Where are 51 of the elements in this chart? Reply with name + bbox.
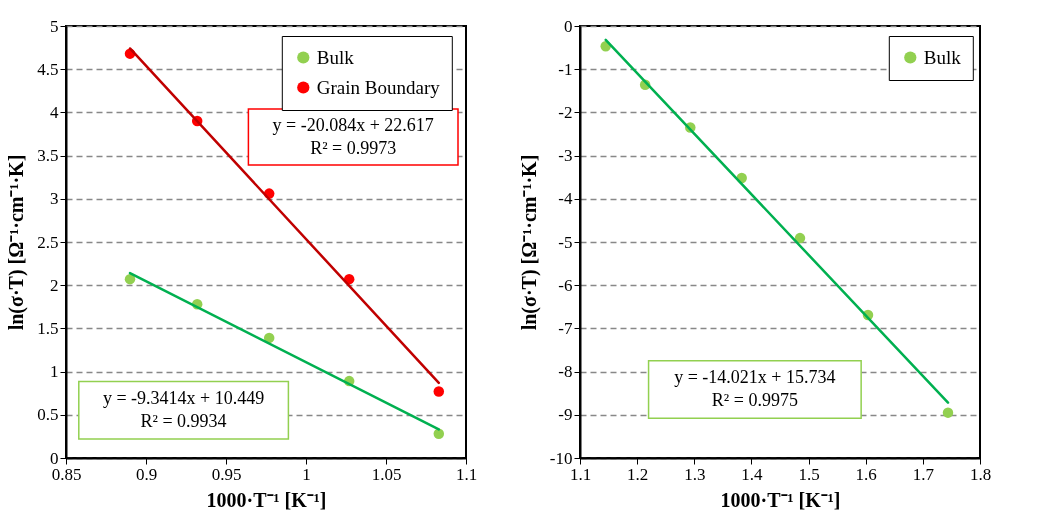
annotation: R² = 0.9934 — [140, 410, 227, 431]
x-axis-title: 1000·T⁻¹ [K⁻¹] — [720, 488, 841, 511]
y-tick-label: 0 — [564, 16, 573, 36]
point — [263, 332, 275, 344]
x-tick-label: 1.8 — [969, 464, 992, 484]
x-tick-label: 1.2 — [627, 464, 649, 484]
annotation: y = -14.021x + 15.734 — [674, 367, 836, 388]
annotation: R² = 0.9973 — [310, 137, 397, 158]
x-tick-label: 0.95 — [211, 464, 242, 484]
y-tick-label: -3 — [558, 146, 573, 166]
point — [794, 232, 806, 244]
x-tick-label: 1.05 — [371, 464, 402, 484]
y-tick-label: 4 — [50, 102, 59, 122]
y-tick-label: 5 — [50, 16, 59, 36]
x-tick-label: 1 — [302, 464, 311, 484]
x-tick-label: 1.3 — [684, 464, 706, 484]
legend-label: Bulk — [923, 46, 962, 68]
y-tick-label: -7 — [558, 318, 573, 338]
x-tick-label: 1.1 — [455, 464, 478, 484]
y-tick-label: -5 — [558, 232, 573, 252]
annotation: y = -9.3414x + 10.449 — [102, 387, 265, 408]
y-tick-label: -6 — [558, 275, 573, 295]
x-axis-title: 1000·T⁻¹ [K⁻¹] — [206, 488, 327, 511]
y-tick-label: 1 — [50, 362, 59, 382]
y-axis-title: ln(σ·T) [Ω⁻¹·cm⁻¹·K] — [517, 154, 541, 331]
y-tick-label: -1 — [558, 59, 573, 79]
point — [124, 273, 136, 285]
x-tick-label: 1.4 — [741, 464, 764, 484]
y-axis-title: ln(σ·T) [Ω⁻¹·cm⁻¹·K] — [5, 154, 29, 331]
legend-label: Grain Boundary — [316, 76, 441, 98]
point — [433, 386, 445, 397]
y-tick-label: 4.5 — [37, 59, 59, 79]
legend-label: Bulk — [316, 46, 355, 68]
y-tick-label: 3.5 — [37, 146, 59, 166]
x-tick-label: 0.9 — [135, 464, 158, 484]
x-tick-label: 1.6 — [855, 464, 877, 484]
y-tick-label: 1.5 — [37, 318, 59, 338]
y-tick-label: 3 — [50, 189, 59, 209]
y-tick-label: -9 — [558, 405, 573, 425]
y-tick-label: 0.5 — [37, 405, 59, 425]
point — [942, 407, 954, 418]
x-tick-label: 1.5 — [798, 464, 820, 484]
x-tick-label: 1.7 — [912, 464, 935, 484]
y-tick-label: 2.5 — [37, 232, 59, 252]
y-tick-label: -4 — [558, 189, 573, 209]
y-tick-label: -2 — [558, 102, 573, 122]
annotation: R² = 0.9975 — [711, 390, 798, 411]
point — [433, 428, 445, 440]
annotation: y = -20.084x + 22.617 — [272, 114, 434, 135]
y-tick-label: 2 — [50, 275, 59, 295]
y-tick-label: -8 — [558, 362, 573, 382]
